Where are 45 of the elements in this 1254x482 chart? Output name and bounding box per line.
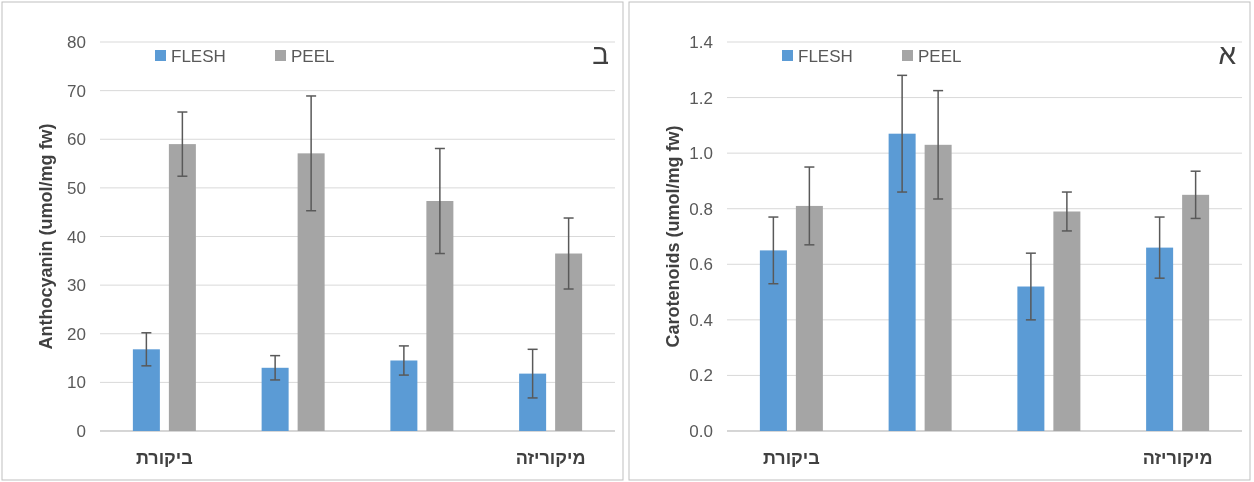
- y-tick-label: 0.8: [689, 199, 713, 219]
- y-tick-label: 30: [67, 276, 86, 296]
- y-tick-label: 70: [67, 81, 86, 101]
- bar: [132, 349, 160, 431]
- y-tick-label: 1.2: [689, 88, 713, 108]
- bar: [1146, 247, 1174, 431]
- y-axis-title: Carotenoids (umol/mg fw): [663, 125, 683, 348]
- bar: [1017, 286, 1045, 431]
- bar: [888, 133, 916, 431]
- x-tick-label: ביקורת: [135, 448, 193, 468]
- bar: [1182, 194, 1210, 431]
- x-tick-label: מיקוריזה: [1142, 448, 1213, 468]
- legend-label: FLESH: [798, 47, 853, 66]
- legend-label: PEEL: [918, 47, 962, 66]
- bar: [297, 153, 325, 431]
- bar: [519, 373, 547, 431]
- bar: [426, 201, 454, 431]
- y-tick-label: 0: [76, 422, 86, 441]
- legend-label: PEEL: [291, 47, 335, 66]
- y-tick-label: 80: [67, 33, 86, 52]
- y-axis-title: Anthocyanin (umol/mg fw): [36, 123, 56, 350]
- bar: [168, 144, 196, 431]
- x-tick-label: ביקורת: [762, 448, 820, 468]
- annotation: א: [1218, 39, 1237, 70]
- bar: [924, 144, 952, 431]
- bar: [759, 250, 787, 431]
- legend-label: FLESH: [171, 47, 226, 66]
- y-tick-label: 1.0: [689, 144, 713, 164]
- x-tick-label: מיקוריזה: [515, 448, 586, 468]
- annotation: ב: [592, 39, 609, 70]
- bar: [555, 253, 583, 431]
- y-tick-label: 1.4: [689, 33, 713, 52]
- y-tick-label: 60: [67, 130, 86, 150]
- y-tick-label: 50: [67, 178, 86, 198]
- y-tick-label: 0.6: [689, 255, 713, 275]
- bar: [261, 367, 289, 431]
- y-tick-label: 20: [67, 324, 86, 344]
- bar: [390, 360, 418, 431]
- y-tick-label: 0.4: [689, 310, 713, 330]
- bar: [1053, 211, 1081, 431]
- y-tick-label: 40: [67, 227, 86, 247]
- y-tick-label: 10: [67, 373, 86, 393]
- bar: [795, 205, 823, 431]
- y-tick-label: 0.2: [689, 366, 713, 386]
- y-tick-label: 0.0: [689, 422, 713, 441]
